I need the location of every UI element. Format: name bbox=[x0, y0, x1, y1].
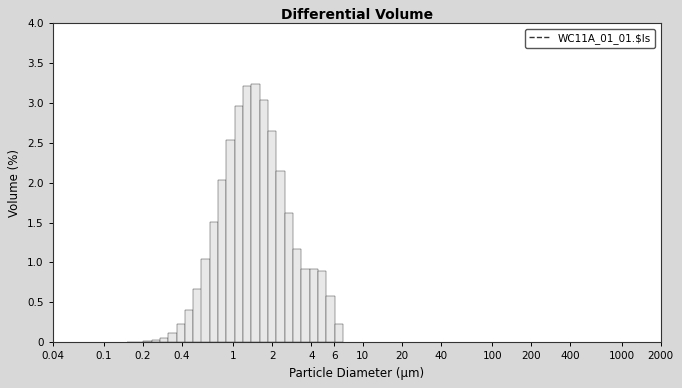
Bar bbox=[151, 340, 160, 342]
Bar bbox=[160, 338, 168, 342]
Bar bbox=[218, 180, 226, 342]
Bar bbox=[210, 222, 218, 342]
Bar bbox=[185, 310, 193, 342]
Bar bbox=[268, 131, 276, 342]
Bar bbox=[284, 213, 293, 342]
Bar bbox=[177, 324, 185, 342]
Bar bbox=[252, 84, 260, 342]
Bar bbox=[168, 333, 177, 342]
Y-axis label: Volume (%): Volume (%) bbox=[8, 149, 21, 217]
Bar bbox=[276, 171, 284, 342]
X-axis label: Particle Diameter (μm): Particle Diameter (μm) bbox=[289, 367, 424, 380]
Title: Differential Volume: Differential Volume bbox=[280, 8, 432, 23]
Bar bbox=[318, 271, 327, 342]
Legend: WC11A_01_01.$ls: WC11A_01_01.$ls bbox=[524, 29, 655, 48]
Bar bbox=[201, 259, 210, 342]
Bar bbox=[260, 100, 268, 342]
Bar bbox=[226, 140, 235, 342]
Bar bbox=[310, 269, 318, 342]
Bar bbox=[143, 341, 151, 342]
Bar bbox=[301, 269, 310, 342]
Bar bbox=[243, 86, 252, 342]
Bar bbox=[193, 289, 201, 342]
Bar bbox=[335, 324, 343, 342]
Bar bbox=[235, 106, 243, 342]
Bar bbox=[293, 249, 301, 342]
Bar bbox=[326, 296, 335, 342]
